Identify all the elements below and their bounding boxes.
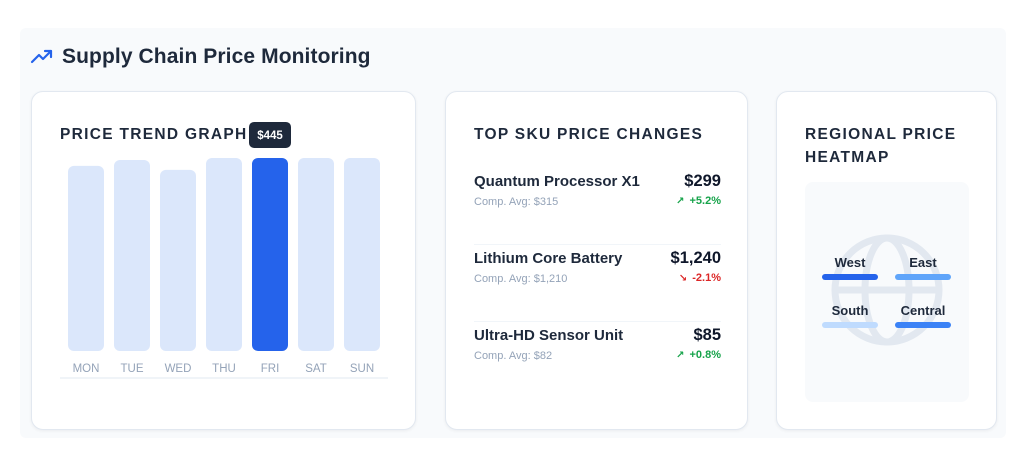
sku-row[interactable]: Ultra-HD Sensor Unit $85 Comp. Avg: $82 … <box>474 322 721 399</box>
sku-comp-avg: Comp. Avg: $82 <box>474 350 553 362</box>
tooltip-value: $445 <box>257 130 283 142</box>
region-bar <box>822 322 878 328</box>
heatmap-panel: West East South Central <box>805 182 969 402</box>
sku-row[interactable]: Lithium Core Battery $1,240 Comp. Avg: $… <box>474 245 721 322</box>
x-tick-label: MON <box>73 363 100 375</box>
arrow-up-right-icon: ↗ <box>676 195 685 207</box>
region-central[interactable]: Central <box>895 303 951 328</box>
sku-comp-avg: Comp. Avg: $315 <box>474 196 559 208</box>
sku-change: ↘ -2.1% <box>679 272 721 284</box>
page-header: Supply Chain Price Monitoring <box>30 44 371 70</box>
region-east[interactable]: East <box>895 255 951 280</box>
trending-up-icon <box>30 49 53 64</box>
sku-price: $85 <box>693 326 721 344</box>
price-trend-chart: MON TUE WED THU FRI $445 SAT SUN <box>60 121 388 379</box>
bar-mon[interactable] <box>68 165 104 351</box>
price-trend-card: PRICE TREND GRAPH MON TUE WED THU FRI $445 SAT… <box>31 91 416 430</box>
sku-change-value: -2.1% <box>692 272 721 284</box>
region-bar <box>822 274 878 280</box>
region-label: South <box>831 303 869 318</box>
arrow-down-right-icon: ↘ <box>678 272 688 284</box>
sku-name: Ultra-HD Sensor Unit <box>474 327 624 344</box>
globe-icon <box>831 234 943 346</box>
page-title: Supply Chain Price Monitoring <box>62 45 371 68</box>
arrow-up-right-icon: ↗ <box>676 349 685 361</box>
dashboard: Supply Chain Price Monitoring PRICE TREN… <box>20 28 1006 438</box>
sku-row[interactable]: Quantum Processor X1 $299 Comp. Avg: $31… <box>474 168 721 245</box>
sku-change-value: +5.2% <box>689 195 722 207</box>
region-label: Central <box>900 303 946 318</box>
bar-sun[interactable] <box>344 157 380 351</box>
region-bar <box>895 274 951 280</box>
sku-card-title: TOP SKU PRICE CHANGES <box>474 126 704 143</box>
x-tick-label: WED <box>165 363 192 375</box>
sku-name: Quantum Processor X1 <box>474 173 640 190</box>
sku-name: Lithium Core Battery <box>474 250 623 267</box>
price-trend-title: PRICE TREND GRAPH <box>60 126 248 143</box>
sku-price: $1,240 <box>670 249 721 267</box>
heatmap-title: REGIONAL PRICE HEATMAP <box>805 123 956 169</box>
sku-price: $299 <box>684 172 721 190</box>
x-tick-label: THU <box>212 363 236 375</box>
region-west[interactable]: West <box>822 255 878 280</box>
x-tick-label: FRI <box>261 363 280 375</box>
sku-change-value: +0.8% <box>689 349 722 361</box>
sku-change: ↗ +0.8% <box>676 349 721 361</box>
sku-price-card: TOP SKU PRICE CHANGES Quantum Processor … <box>445 91 748 430</box>
bar-thu[interactable] <box>206 157 242 351</box>
x-tick-label: TUE <box>121 363 144 375</box>
bar-tooltip: $445 <box>249 121 291 148</box>
heatmap-title-line1: REGIONAL PRICE <box>805 126 957 143</box>
bar-sat[interactable] <box>298 157 334 351</box>
heatmap-title-line2: HEATMAP <box>805 149 890 166</box>
bar-fri[interactable] <box>252 157 288 351</box>
region-south[interactable]: South <box>822 303 878 328</box>
x-tick-label: SUN <box>350 363 374 375</box>
region-label: West <box>834 255 866 270</box>
regional-heatmap-card: REGIONAL PRICE HEATMAP West East South <box>776 91 997 430</box>
region-bar <box>895 322 951 328</box>
region-label: East <box>909 255 937 270</box>
sku-comp-avg: Comp. Avg: $1,210 <box>474 273 568 285</box>
x-tick-label: SAT <box>305 363 327 375</box>
sku-change: ↗ +5.2% <box>676 195 721 207</box>
sku-list: Quantum Processor X1 $299 Comp. Avg: $31… <box>474 168 721 399</box>
bar-wed[interactable] <box>160 169 196 351</box>
bar-tue[interactable] <box>114 159 150 351</box>
